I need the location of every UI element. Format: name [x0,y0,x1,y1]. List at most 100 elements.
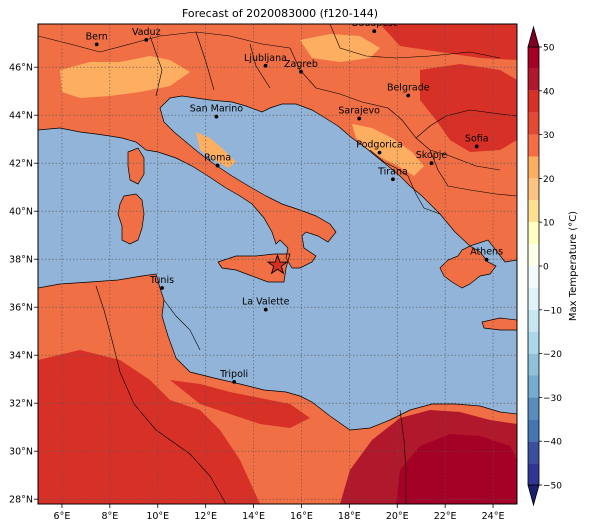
city-dot [215,163,220,168]
lon-tick-label: 18°E [338,511,361,522]
city-dot [214,114,219,119]
city-dot [263,63,268,68]
colorbar-bin [528,331,539,354]
colorbar-bin [528,266,539,288]
city-dot [357,116,362,121]
colorbar-bin [528,309,539,332]
city-label: Tunis [149,275,174,286]
lon-tick-label: 16°E [290,511,313,522]
lat-tick-label: 28°N [9,495,33,506]
colorbar-bin [528,90,539,113]
city-label: Sofia [465,133,489,144]
colorbar-bin [528,375,539,398]
city-label: Roma [204,153,231,164]
city-label: Budapest [352,18,397,29]
colorbar-tick-label: −30 [543,394,562,404]
city-label: Athens [470,247,503,258]
land-sardinia [118,194,144,244]
colorbar-bin [528,200,539,223]
lat-tick-label: 36°N [9,303,33,314]
colorbar-bin [528,47,539,69]
colorbar-bin [528,156,539,179]
lat-tick-label: 30°N [9,447,33,458]
land-warm-band-apennines [196,132,236,168]
lon-tick-label: 10°E [146,511,169,522]
land-hot-patch-libya-west [38,350,260,504]
colorbar-tick-label: −50 [543,482,562,492]
lat-tick-label: 44°N [9,111,33,122]
city-label: Vaduz [132,27,161,38]
city-dot [144,37,149,42]
colorbar-bin [528,68,539,91]
lat-tick-label: 38°N [9,255,33,266]
lon-tick-label: 20°E [386,511,409,522]
land-hot-patch-libya-coast [170,380,310,428]
lon-tick-label: 14°E [242,511,265,522]
city-label: Podgorica [356,140,403,151]
city-dot [484,257,489,262]
colorbar-tick-label: −10 [543,306,562,316]
city-label: Tripoli [219,369,248,380]
forecast-point-marker [266,253,289,275]
city-dot [391,177,395,182]
city-dot [160,286,164,290]
map-axes: 6°E 8°E 10°E 12°E 14°E 16°E 18°E 20°E 22°E 24°E 28… [9,63,504,522]
land-crete [482,318,517,330]
city-label: Skopje [416,150,448,161]
lon-tick-label: 12°E [194,511,217,522]
city-dot [232,379,237,384]
colorbar-label: Max Temperature (°C) [568,211,579,321]
colorbar-tick-label: −40 [543,438,562,448]
city-label: Belgrade [387,83,430,94]
city-dot [377,150,382,155]
lat-tick-label: 46°N [9,63,33,74]
map-frame [37,23,518,505]
star-marker [266,253,289,275]
city-dot [263,307,268,312]
colorbar-bin [528,441,539,464]
city-label: Bern [86,31,108,42]
lat-tick-label: 42°N [9,159,33,170]
land-hot-patch-northeast [380,24,517,60]
city-label: La Valette [242,297,290,308]
colorbar-bin [528,463,539,485]
graticule [38,24,517,504]
colorbar-bin [528,222,539,245]
city-label: Zagreb [284,59,318,70]
city-dot [406,93,411,98]
land-sicily [218,254,290,282]
land-corsica [128,148,144,184]
colorbar-tick-label: 0 [543,263,549,273]
city-dot [372,29,377,34]
colorbar-tick-label: 30 [543,131,555,141]
figure-title: Forecast of 2020083000 (f120-144) [181,7,379,20]
city-dot [474,144,479,149]
city-label: Sarajevo [338,106,380,117]
lat-tick-label: 34°N [9,351,33,362]
colorbar-under-arrow [527,484,540,507]
colorbar-over-arrow [527,25,540,48]
city-label: Tirana [377,166,408,177]
city-dot [299,69,303,74]
colorbar-bin [528,397,539,420]
colorbar-bin [528,112,539,135]
city-label: Ljubljana [244,53,287,64]
land-greece [440,246,496,288]
city-dot [429,161,434,166]
colorbar-tick-label: 40 [543,87,555,97]
colorbar-bin [528,134,539,157]
lon-tick-label: 22°E [434,511,457,522]
lon-tick-label: 8°E [101,511,118,522]
city-label: San Marino [190,104,243,115]
country-borders [38,24,517,504]
colorbar-bin [528,244,539,266]
lat-tick-label: 40°N [9,207,33,218]
colorbar-tick-label: 50 [543,44,555,54]
colorbar-tick-label: −20 [543,350,562,360]
colorbar-bin [528,419,539,442]
colorbar-tick-label: 10 [543,219,555,229]
